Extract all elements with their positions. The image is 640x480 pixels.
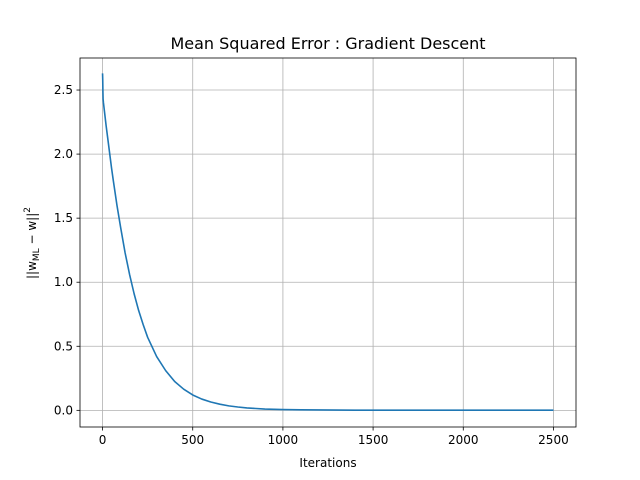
chart-title: Mean Squared Error : Gradient Descent [170, 34, 485, 53]
y-tick-label: 0.5 [54, 339, 73, 353]
x-axis-label: Iterations [299, 456, 356, 470]
x-tick-label: 1000 [268, 433, 299, 447]
y-label-middle: − w|| [25, 213, 39, 249]
y-tick-label: 1.5 [54, 211, 73, 225]
y-tick-label: 2.0 [54, 147, 73, 161]
ticks: 0 500 1000 1500 2000 2500 0.0 0.5 1.0 1.5 2.0 2.5 [54, 83, 569, 447]
x-tick-label: 0 [99, 433, 107, 447]
x-tick-label: 1500 [358, 433, 389, 447]
y-axis-label: ||wML − w||2 [23, 207, 42, 279]
plot-frame [79, 57, 577, 428]
y-label-subscript: ML [32, 248, 42, 261]
series-layer [101, 73, 554, 412]
mse-series-line [101, 73, 554, 412]
x-tick-label: 500 [181, 433, 204, 447]
x-tick-label: 2000 [448, 433, 479, 447]
y-tick-label: 1.0 [54, 275, 73, 289]
y-label-prefix: ||w [25, 261, 39, 279]
grid-lines [80, 58, 576, 427]
x-tick-label: 2500 [538, 433, 569, 447]
y-label-superscript: 2 [23, 207, 33, 213]
y-tick-label: 0.0 [54, 403, 73, 417]
y-tick-label: 2.5 [54, 83, 73, 97]
